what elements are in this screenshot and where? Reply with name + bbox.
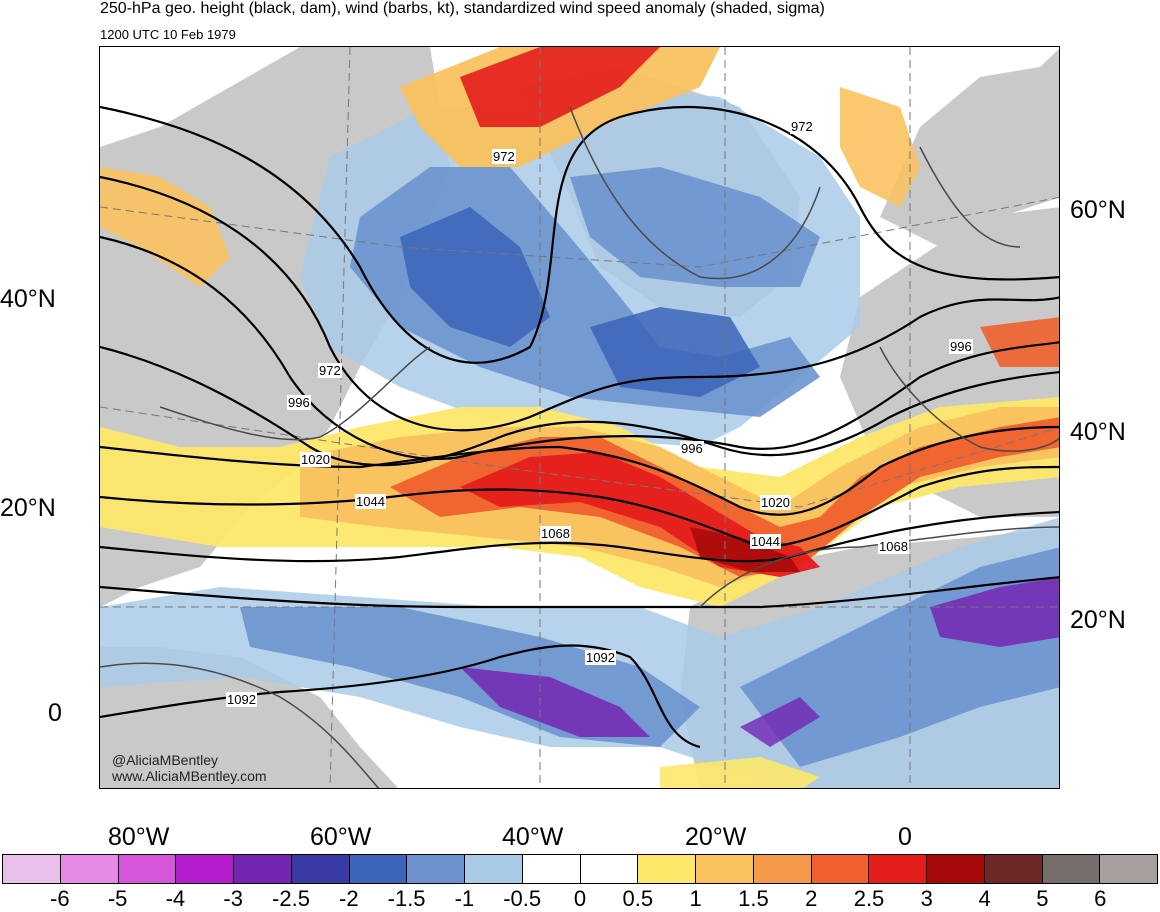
contour-label: 1020 [760,495,791,510]
colorbar-swatch [869,855,927,883]
negative-anomaly-purple-west [460,667,650,737]
colorbar-swatch [580,855,639,883]
map-title: 250-hPa geo. height (black, dam), wind (… [100,0,825,17]
positive-anomaly-nw [100,167,230,287]
scandinavia-landmass [880,48,1059,247]
lon-label: 60°W [310,823,372,851]
colorbar-swatch [1042,855,1101,883]
lat-label-right: 20°N [1070,606,1126,634]
map-canvas [100,47,1059,788]
negative-anomaly-greenland [570,167,820,287]
colorbar-swatch [3,855,61,883]
negative-anomaly-purple-east [930,577,1059,647]
contour-label: 972 [790,119,814,134]
colorbar-tick-label: 0.5 [622,886,654,911]
lat-label-left: 0 [48,699,62,727]
colorbar [2,854,1158,884]
colorbar-tick-label: 1 [689,886,702,911]
contour-label: 1020 [300,452,331,467]
colorbar-swatch [465,855,523,883]
positive-anomaly-north-core [460,47,660,127]
positive-anomaly-south [660,757,820,788]
colorbar-swatch [811,855,870,883]
negative-anomaly-core-dark-2 [590,307,760,397]
colorbar-tick-label: 1.5 [738,886,769,911]
colorbar-swatch [1100,855,1157,883]
contour-label: 1092 [585,650,616,665]
colorbar-swatch [349,855,408,883]
graticule [100,47,1059,788]
colorbar-swatch [753,855,812,883]
colorbar-tick-label: 4 [978,886,991,911]
lat-label-right: 40°N [1070,418,1126,446]
valid-time: 1200 UTC 10 Feb 1979 [100,27,236,42]
contour-label: 996 [287,395,311,410]
contour-label: 1068 [878,539,909,554]
lat-label-left: 40°N [0,285,56,313]
wind-anomaly-shading [100,47,1059,788]
colorbar-swatch [522,855,581,883]
lat-label-right: 60°N [1070,196,1126,224]
contour-label: 1044 [750,534,781,549]
south-america-landmass [100,647,399,788]
contour-label: 1092 [226,692,257,707]
colorbar-tick-label: 5 [1036,886,1049,911]
colorbar-tick-label: -2.5 [272,886,310,911]
colorbar-tick-label: -2 [339,886,359,911]
colorbar-tick-label: -4 [165,886,186,911]
colorbar-swatch [118,855,177,883]
negative-anomaly-core-dark [400,207,550,347]
credit-handle: @AliciaMBentley [112,752,219,768]
negative-anomaly-purple-africa [740,697,820,747]
colorbar-swatch [176,855,234,883]
colorbar-swatch [927,855,985,883]
colorbar-tick-label: -5 [107,886,128,911]
map-panel: 972 972 972 996 996 996 1020 1020 1044 1… [99,46,1060,789]
colorbar-swatch [234,855,292,883]
lon-label: 40°W [502,823,564,851]
lat-label-left: 20°N [0,494,56,522]
lon-label: 0 [898,823,912,851]
colorbar-tick-label: 6 [1094,886,1107,911]
colorbar-swatch [291,855,350,883]
coastlines [100,106,1059,788]
lon-label: 80°W [108,823,170,851]
colorbar-tick-label: -3 [223,886,243,911]
colorbar-tick-label: 0 [573,886,587,911]
contour-label: 1068 [540,526,571,541]
colorbar-tick-label: 2.5 [853,886,885,911]
positive-anomaly-ne [840,87,920,207]
contour-label: 1044 [355,494,386,509]
colorbar-swatch [60,855,119,883]
colorbar-tick-label: -1 [454,886,475,911]
credit-website: www.AliciaMBentley.com [112,768,267,784]
height-contours [100,105,1059,749]
contour-label: 972 [492,149,516,164]
colorbar-swatch [638,855,696,883]
colorbar-tick-label: 2 [805,886,818,911]
colorbar-swatch [407,855,465,883]
contour-label: 996 [949,339,973,354]
lon-label: 20°W [685,823,747,851]
colorbar-tick-label: 3 [920,886,933,911]
contour-label: 972 [318,363,342,378]
colorbar-tick-label: -1.5 [387,886,426,911]
colorbar-tick-label: -6 [50,886,70,911]
colorbar-swatch [984,855,1043,883]
colorbar-tick-label: -0.5 [503,886,542,911]
contour-label: 996 [680,441,704,456]
positive-anomaly-europe [980,317,1059,367]
colorbar-swatch [696,855,754,883]
